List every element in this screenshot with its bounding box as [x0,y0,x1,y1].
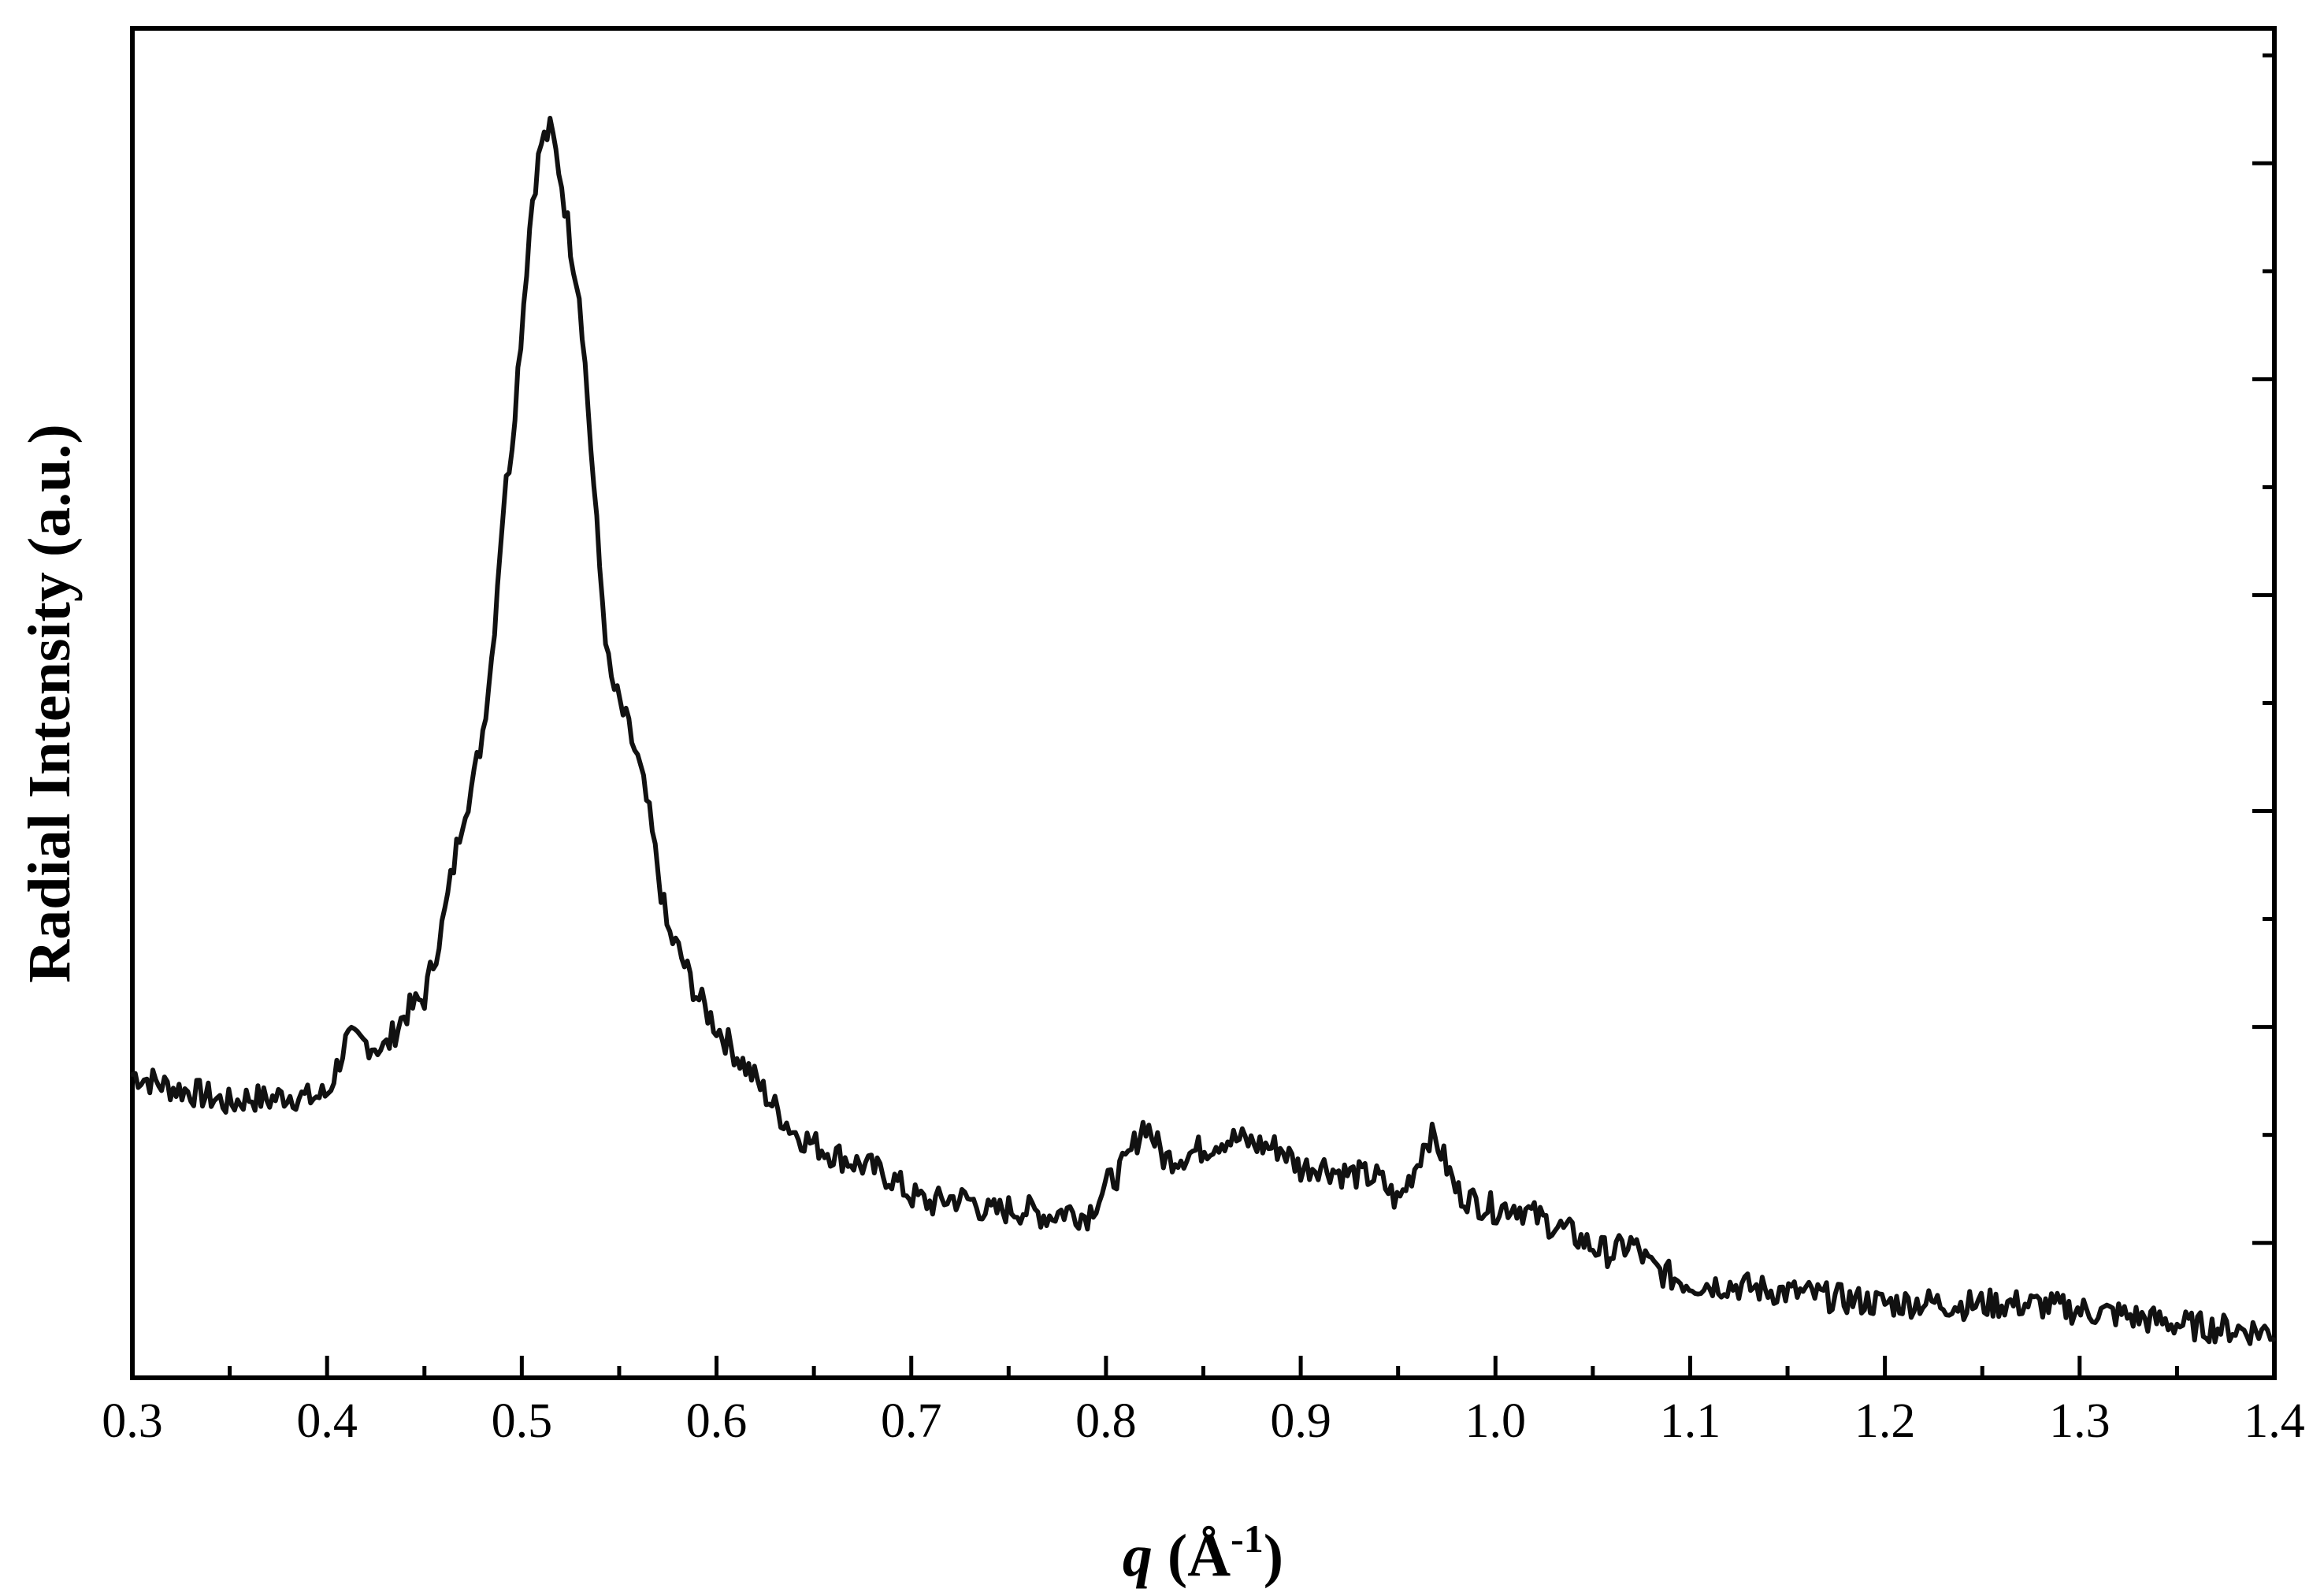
x-tick-label: 0.4 [296,1394,358,1448]
x-tick-label: 1.1 [1660,1394,1721,1448]
plot-frame [130,26,2277,1380]
x-tick-label: 0.9 [1270,1394,1331,1448]
x-tick-label: 0.8 [1075,1394,1137,1448]
x-tick-label: 1.2 [1854,1394,1916,1448]
x-axis-ticks [130,1356,2277,1378]
x-axis-tick-labels: 0.3 0.4 0.5 0.6 0.7 0.8 0.9 1.0 1.1 1.2 1.3 1.4 [102,1394,2305,1448]
y-axis-title: Radial Intensity (a.u.) [17,424,83,982]
x-axis-title: q (Å-1) [1123,1516,1283,1589]
x-tick-label: 0.7 [881,1394,942,1448]
x-tick-label: 0.5 [492,1394,553,1448]
x-tick-label: 1.4 [2244,1394,2305,1448]
x-tick-label: 0.3 [102,1394,163,1448]
x-tick-label: 1.3 [2049,1394,2111,1448]
x-tick-label: 0.6 [686,1394,748,1448]
x-tick-label: 1.0 [1465,1394,1527,1448]
y-axis-ticks [2252,53,2274,1245]
series-line-radial-intensity [130,116,2276,1346]
